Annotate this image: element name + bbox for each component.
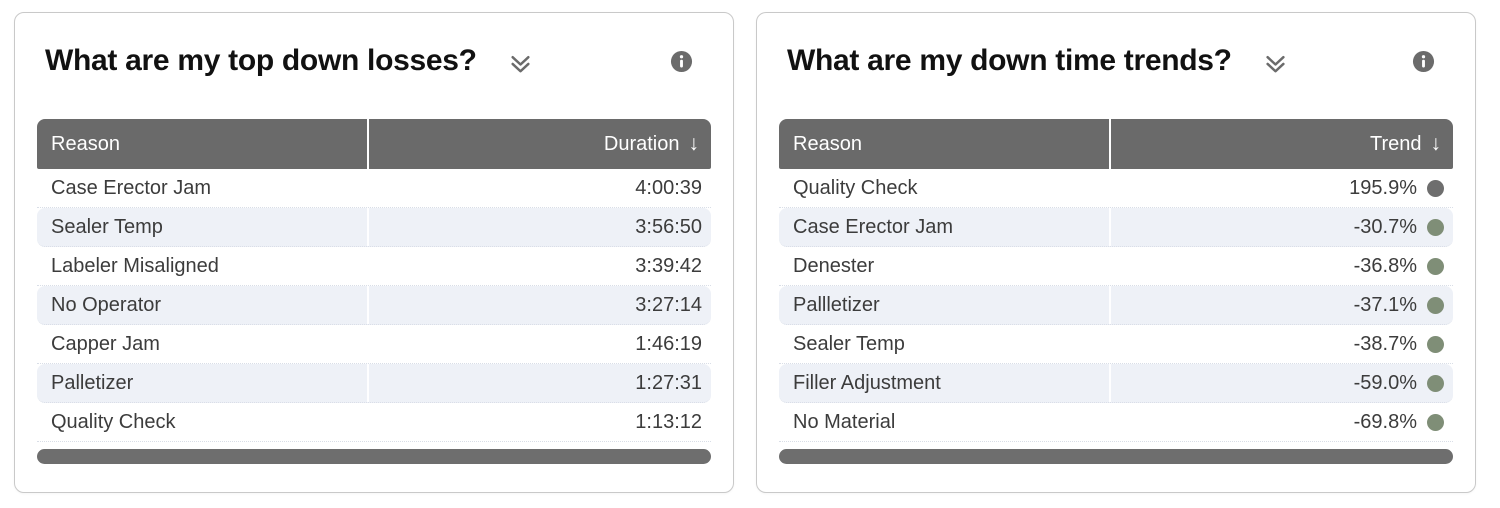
table-row[interactable]: Sealer Temp 3:56:50 [37,208,711,247]
trend-dot [1427,374,1444,392]
trend-cell: -69.8% [1109,403,1453,441]
horizontal-scrollbar[interactable] [37,449,711,464]
column-header-duration-label: Duration [603,132,680,155]
trend-cell: -37.1% [1109,286,1453,324]
reason-cell: Palletizer [51,371,134,394]
duration-cell: 1:46:19 [367,325,711,363]
duration-cell: 1:27:31 [367,364,711,402]
table-header-row: Reason Duration ↓ [37,119,711,169]
sort-desc-arrow-icon: ↓ [688,132,700,155]
losses-table: Reason Duration ↓ Case Erector Jam 4:00:… [37,119,711,464]
dashboard: What are my top down losses? Reason [14,12,1476,493]
card-title: What are my top down losses? [45,44,477,77]
table-row[interactable]: Quality Check 195.9% [779,169,1453,208]
double-chevron-down-icon[interactable] [507,51,534,78]
table-row[interactable]: Filler Adjustment -59.0% [779,364,1453,403]
reason-cell: No Material [793,410,896,433]
column-header-reason[interactable]: Reason [51,132,120,155]
card-down-time-trends: What are my down time trends? Reason [756,12,1476,493]
reason-cell: Sealer Temp [51,215,163,238]
trend-dot [1427,218,1444,236]
duration-cell: 3:27:14 [367,286,711,324]
trend-cell: -30.7% [1109,208,1453,246]
reason-cell: Pallletizer [793,293,880,316]
table-row[interactable]: Palletizer 1:27:31 [37,364,711,403]
table-row[interactable]: Sealer Temp -38.7% [779,325,1453,364]
trend-dot [1427,296,1444,314]
table-row[interactable]: Quality Check 1:13:12 [37,403,711,442]
trend-cell: -38.7% [1109,325,1453,363]
duration-cell: 3:39:42 [367,247,711,285]
table-row[interactable]: No Operator 3:27:14 [37,286,711,325]
reason-cell: Labeler Misaligned [51,254,219,277]
column-header-trend[interactable]: Trend ↓ [1109,119,1453,169]
reason-cell: Capper Jam [51,332,160,355]
table-row[interactable]: Pallletizer -37.1% [779,286,1453,325]
trend-dot [1427,413,1444,431]
column-header-duration[interactable]: Duration ↓ [367,119,711,169]
reason-cell: Quality Check [793,176,918,199]
reason-cell: No Operator [51,293,162,316]
card-title: What are my down time trends? [787,44,1232,77]
table-row[interactable]: Case Erector Jam -30.7% [779,208,1453,247]
reason-cell: Case Erector Jam [793,215,954,238]
info-icon[interactable] [1412,50,1435,73]
reason-cell: Filler Adjustment [793,371,941,394]
trend-cell: -36.8% [1109,247,1453,285]
horizontal-scrollbar[interactable] [779,449,1453,464]
info-icon[interactable] [670,50,693,73]
trend-dot [1427,257,1444,275]
duration-cell: 3:56:50 [367,208,711,246]
table-row[interactable]: Case Erector Jam 4:00:39 [37,169,711,208]
column-header-trend-label: Trend [1369,132,1422,155]
duration-cell: 1:13:12 [367,403,711,441]
column-header-reason[interactable]: Reason [793,132,862,155]
trend-dot [1427,179,1444,197]
reason-cell: Quality Check [51,410,176,433]
trend-cell: -59.0% [1109,364,1453,402]
double-chevron-down-icon[interactable] [1262,51,1289,78]
card-top-down-losses: What are my top down losses? Reason [14,12,734,493]
table-row[interactable]: Capper Jam 1:46:19 [37,325,711,364]
reason-cell: Denester [793,254,875,277]
trends-table: Reason Trend ↓ Quality Check 195.9% Case… [779,119,1453,464]
table-row[interactable]: No Material -69.8% [779,403,1453,442]
trend-dot [1427,335,1444,353]
table-row[interactable]: Denester -36.8% [779,247,1453,286]
duration-cell: 4:00:39 [367,169,711,207]
card-header: What are my top down losses? [45,37,703,85]
reason-cell: Case Erector Jam [51,176,212,199]
table-body: Case Erector Jam 4:00:39 Sealer Temp 3:5… [37,169,711,442]
trend-cell: 195.9% [1109,169,1453,207]
table-header-row: Reason Trend ↓ [779,119,1453,169]
card-header: What are my down time trends? [787,37,1445,85]
sort-desc-arrow-icon: ↓ [1430,132,1442,155]
table-row[interactable]: Labeler Misaligned 3:39:42 [37,247,711,286]
table-body: Quality Check 195.9% Case Erector Jam -3… [779,169,1453,442]
reason-cell: Sealer Temp [793,332,905,355]
